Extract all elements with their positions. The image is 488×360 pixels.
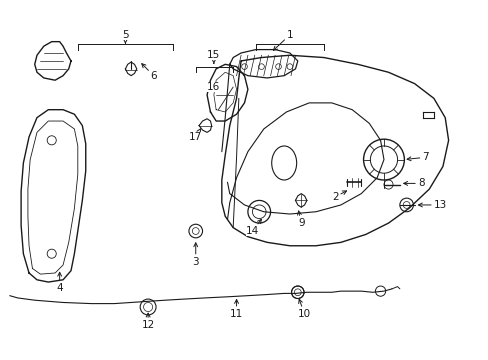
- Text: 2: 2: [331, 191, 346, 202]
- Text: 7: 7: [407, 152, 428, 162]
- Text: 13: 13: [418, 200, 446, 210]
- Text: 16: 16: [207, 82, 220, 92]
- Text: 11: 11: [229, 300, 243, 319]
- Text: 9: 9: [297, 211, 304, 228]
- Text: 17: 17: [189, 129, 202, 142]
- Text: 4: 4: [56, 272, 63, 293]
- Text: 10: 10: [297, 299, 310, 319]
- Text: 1: 1: [273, 30, 293, 50]
- Text: 5: 5: [122, 30, 128, 43]
- Text: 12: 12: [141, 313, 154, 330]
- Text: 3: 3: [192, 243, 199, 267]
- Text: 14: 14: [245, 219, 261, 236]
- Text: 15: 15: [207, 50, 220, 63]
- Text: 6: 6: [142, 64, 157, 81]
- Text: 8: 8: [403, 179, 424, 188]
